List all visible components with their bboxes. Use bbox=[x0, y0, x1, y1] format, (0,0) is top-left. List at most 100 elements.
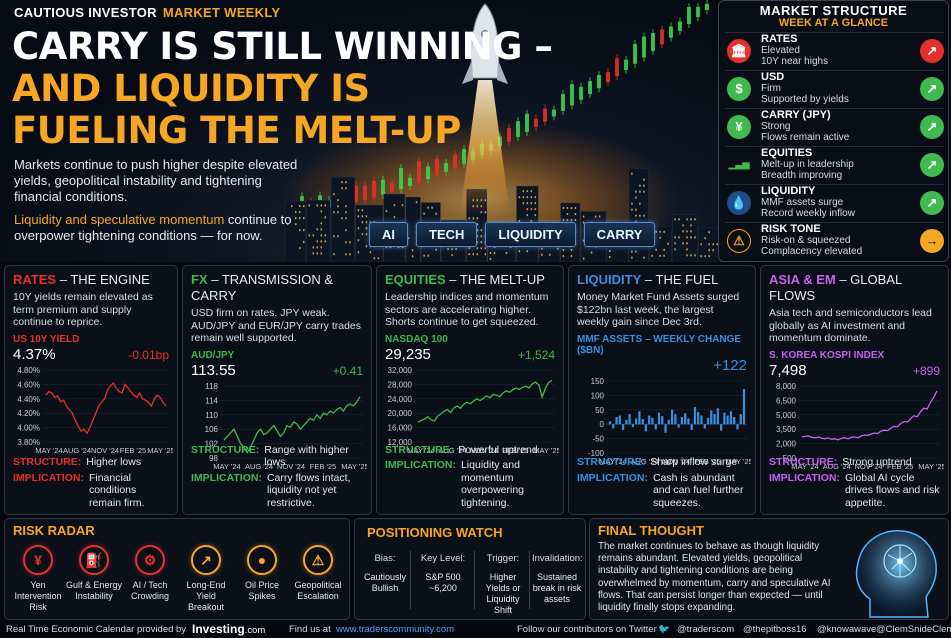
building bbox=[284, 200, 306, 262]
column-divider bbox=[529, 551, 530, 609]
window-light bbox=[526, 214, 529, 217]
market-structure-detail: Strong bbox=[761, 121, 791, 132]
structure-label: STRUCTURE: bbox=[769, 456, 838, 468]
window-light bbox=[389, 246, 392, 249]
candle-body bbox=[453, 154, 457, 168]
x-tick-label: NOV '24 bbox=[854, 462, 882, 471]
x-tick-label: MAY '25 bbox=[341, 462, 367, 471]
fuel-pump-icon: ⛽ bbox=[79, 545, 109, 575]
window-light bbox=[530, 190, 533, 193]
footer-site-link[interactable]: www.traderscommunity.com bbox=[336, 624, 455, 635]
window-light bbox=[643, 190, 645, 193]
window-light bbox=[518, 220, 521, 223]
window-light bbox=[361, 209, 364, 212]
chart-bar bbox=[608, 421, 612, 425]
x-tick-label: NOV '24 bbox=[662, 457, 690, 466]
window-light bbox=[635, 220, 637, 223]
window-light bbox=[333, 211, 335, 214]
chart-bar bbox=[677, 424, 680, 428]
twitter-handle[interactable]: @ClemSnideClem bbox=[876, 624, 951, 635]
panel-description: USD firm on rates. JPY weak. AUD/JPY and… bbox=[191, 307, 362, 344]
window-light bbox=[505, 251, 508, 254]
window-light bbox=[345, 253, 347, 256]
window-light bbox=[635, 190, 637, 193]
window-light bbox=[407, 237, 410, 240]
window-light bbox=[476, 247, 479, 250]
lead-paragraph-2: Liquidity and speculative momentum conti… bbox=[14, 212, 314, 244]
structure-value: Strong uptrend bbox=[842, 456, 912, 468]
x-tick-label: AUG '24 bbox=[63, 446, 91, 455]
chart-bar bbox=[651, 417, 654, 425]
window-light bbox=[451, 254, 453, 257]
structure-value: Range with higher lows bbox=[264, 443, 349, 469]
investing-logo-text: Investing bbox=[192, 622, 245, 636]
x-tick-label: MAY '24 bbox=[35, 446, 62, 455]
candle-body bbox=[462, 149, 466, 164]
metric-value: 7,498 bbox=[769, 362, 807, 379]
candle-body bbox=[615, 58, 619, 77]
window-light bbox=[345, 181, 347, 184]
structure-label: STRUCTURE: bbox=[577, 456, 646, 468]
window-light bbox=[476, 241, 479, 244]
panel-subtitle: – THE ENGINE bbox=[56, 272, 150, 287]
brand-name: CAUTIOUS INVESTOR bbox=[14, 5, 157, 20]
window-light bbox=[385, 246, 388, 249]
market-structure-text: USD Firm Supported by yields bbox=[761, 72, 920, 106]
window-light bbox=[423, 254, 425, 257]
window-light bbox=[320, 228, 323, 231]
x-tick-label: FEB '25 bbox=[887, 462, 913, 471]
candle-body bbox=[669, 26, 673, 38]
market-structure-text: CARRY (JPY) Strong Flows remain active bbox=[761, 110, 920, 144]
headline-line-3: FUELING THE MELT-UP bbox=[12, 109, 461, 152]
x-tick-label: MAY '25 bbox=[147, 446, 173, 455]
risk-radar-item: ⛽ Gulf & Energy Instability bbox=[65, 545, 123, 602]
investing-logo[interactable]: Investing.com bbox=[192, 622, 265, 636]
candle-body bbox=[381, 179, 385, 195]
y-tick-label: 0 bbox=[600, 420, 605, 429]
window-light bbox=[427, 254, 429, 257]
market-structure-title: MARKET STRUCTURE bbox=[759, 3, 908, 18]
y-tick-label: 3.80% bbox=[17, 438, 40, 447]
arrow-right-icon: → bbox=[920, 228, 944, 253]
twitter-handle[interactable]: @knowawave bbox=[817, 624, 877, 635]
implication-row: IMPLICATION: Liquidity and momentum overp… bbox=[385, 459, 557, 509]
window-light bbox=[574, 219, 577, 222]
candle-body bbox=[651, 32, 655, 51]
chart-bar bbox=[726, 415, 729, 425]
window-light bbox=[365, 227, 368, 230]
window-light bbox=[678, 236, 680, 239]
y-tick-label: 28,000 bbox=[388, 380, 413, 389]
window-light bbox=[635, 208, 637, 211]
window-light bbox=[484, 247, 487, 250]
rocket-icon bbox=[462, 3, 508, 84]
positioning-value: S&P 500 ~6,200 bbox=[425, 572, 461, 593]
dollar-icon: $ bbox=[727, 76, 751, 101]
candle-body bbox=[687, 7, 691, 25]
window-light bbox=[530, 208, 533, 211]
twitter-handle[interactable]: @traderscom bbox=[677, 624, 735, 635]
window-light bbox=[365, 215, 368, 218]
chart-bar bbox=[661, 416, 664, 425]
trend-up-icon: ↗ bbox=[191, 545, 221, 575]
panel-rates: RATES – THE ENGINE 10Y yields remain elev… bbox=[4, 265, 178, 515]
positioning-column: Bias: Cautiously Bullish bbox=[361, 553, 409, 594]
window-light bbox=[639, 202, 641, 205]
window-light bbox=[320, 246, 323, 249]
twitter-handle[interactable]: @thepitboss16 bbox=[743, 624, 807, 635]
chart-bar bbox=[687, 418, 690, 425]
window-light bbox=[377, 257, 380, 260]
window-light bbox=[667, 242, 669, 245]
candle-body bbox=[354, 185, 358, 203]
candle-body bbox=[660, 29, 664, 45]
chart-bar bbox=[706, 417, 710, 425]
metric-label: AUD/JPY bbox=[191, 350, 235, 361]
window-light bbox=[299, 205, 301, 208]
window-light bbox=[704, 237, 706, 240]
window-light bbox=[447, 248, 449, 251]
window-light bbox=[686, 236, 688, 239]
window-light bbox=[631, 202, 633, 205]
chart-bar bbox=[657, 412, 661, 425]
window-light bbox=[320, 252, 323, 255]
final-thought-panel: FINAL THOUGHT The market continues to be… bbox=[589, 518, 949, 620]
